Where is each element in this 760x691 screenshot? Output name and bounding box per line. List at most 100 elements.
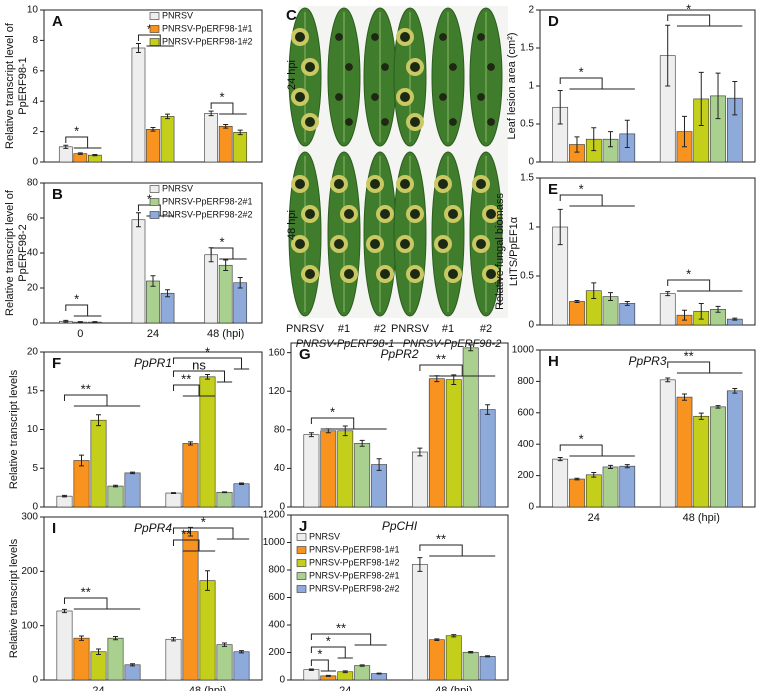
error-bar bbox=[113, 636, 119, 641]
significance-bracket bbox=[210, 247, 247, 260]
plot-frame bbox=[539, 349, 756, 508]
error-bar bbox=[468, 344, 474, 352]
error-bar bbox=[557, 457, 563, 462]
significance-label: * bbox=[220, 89, 225, 104]
bar bbox=[73, 460, 90, 508]
bar bbox=[569, 301, 585, 326]
lesion bbox=[305, 209, 315, 219]
error-bar bbox=[61, 494, 67, 498]
y-axis-label: PpERF98-1 bbox=[17, 57, 29, 114]
error-bar bbox=[61, 608, 67, 614]
significance-label: ** bbox=[684, 348, 694, 363]
y-tick-label: 0 bbox=[32, 675, 38, 686]
error-bar bbox=[359, 664, 365, 667]
lesion bbox=[295, 32, 305, 42]
bar bbox=[659, 379, 676, 508]
error-bar bbox=[665, 24, 671, 87]
bar bbox=[619, 303, 636, 326]
significance-bracket bbox=[559, 77, 635, 90]
y-tick-label: 20 bbox=[27, 347, 39, 358]
lesion bbox=[438, 239, 448, 249]
error-bar bbox=[63, 319, 69, 323]
error-bar bbox=[170, 637, 176, 642]
y-tick-label: 160 bbox=[268, 347, 285, 358]
bar bbox=[131, 47, 146, 163]
error-bar bbox=[608, 464, 614, 470]
bar bbox=[676, 396, 693, 508]
error-bar bbox=[205, 570, 210, 591]
error-bar bbox=[608, 292, 614, 301]
y-tick-label: 40 bbox=[274, 463, 286, 474]
bar bbox=[619, 465, 636, 508]
legend-swatch bbox=[149, 211, 160, 219]
y-tick-label: 0 bbox=[32, 157, 38, 168]
bar bbox=[146, 280, 160, 324]
significance-label: * bbox=[330, 404, 335, 419]
bar bbox=[693, 415, 710, 508]
chart-title: PpPR1 bbox=[134, 356, 172, 370]
significance-label: ** bbox=[436, 351, 446, 366]
x-tick-label: 48 (hpi) bbox=[207, 328, 244, 340]
significance-label: ns bbox=[192, 357, 206, 372]
panel-label: I bbox=[52, 520, 56, 537]
row-label: 48 hpi bbox=[286, 210, 298, 240]
y-axis-label: PpERF98-2 bbox=[17, 224, 29, 281]
lesion bbox=[449, 63, 457, 71]
panel-label: G bbox=[299, 346, 311, 363]
error-bar bbox=[557, 208, 563, 246]
bar bbox=[218, 264, 233, 324]
error-bar bbox=[681, 115, 687, 148]
error-bar bbox=[113, 484, 119, 488]
y-tick-label: 120 bbox=[268, 386, 285, 397]
bar bbox=[146, 129, 160, 163]
bar bbox=[233, 282, 248, 324]
significance-bracket bbox=[65, 136, 102, 149]
group-label: PNRSV-PpERF98-1 bbox=[296, 338, 395, 350]
error-bar bbox=[239, 482, 245, 486]
bar bbox=[445, 635, 462, 681]
bar bbox=[90, 419, 107, 508]
chart-title: PpPR3 bbox=[628, 354, 666, 368]
significance-label: * bbox=[201, 514, 206, 529]
lesion bbox=[381, 118, 389, 126]
error-bar bbox=[574, 136, 580, 153]
error-bar bbox=[150, 126, 156, 132]
error-bar bbox=[223, 123, 229, 129]
bar bbox=[479, 409, 496, 508]
y-tick-label: 600 bbox=[268, 592, 285, 603]
y-tick-label: 80 bbox=[274, 424, 286, 435]
error-bar bbox=[150, 275, 156, 287]
y-axis-label: Relative transcript level of bbox=[4, 189, 16, 316]
bar bbox=[303, 669, 320, 681]
error-bar bbox=[208, 110, 214, 117]
significance-bracket bbox=[172, 539, 216, 552]
significance-label: ** bbox=[81, 584, 91, 599]
error-bar bbox=[135, 42, 141, 54]
bar bbox=[107, 485, 124, 508]
x-tick-label: 24 bbox=[147, 328, 159, 340]
error-bar bbox=[239, 650, 245, 654]
significance-bracket bbox=[667, 279, 743, 292]
bar bbox=[303, 434, 320, 508]
x-tick-label: 0 bbox=[77, 328, 83, 340]
x-tick-label: 48 (hpi) bbox=[189, 685, 226, 691]
y-axis-label: Leaf lesion area (cm²) bbox=[506, 33, 518, 140]
bar bbox=[659, 293, 676, 326]
lesion bbox=[410, 209, 420, 219]
significance-label: ** bbox=[81, 381, 91, 396]
y-tick-label: 1 bbox=[528, 81, 534, 92]
bar bbox=[58, 146, 73, 163]
bar bbox=[354, 665, 371, 681]
bar bbox=[585, 474, 602, 508]
lesion bbox=[370, 239, 380, 249]
y-tick-label: 1200 bbox=[263, 510, 286, 521]
lesion bbox=[345, 63, 353, 71]
bar bbox=[124, 472, 141, 508]
significance-label: ** bbox=[336, 620, 346, 635]
legend-label: PNRSV-PpERF98-1#1 bbox=[162, 23, 253, 33]
significance-bracket bbox=[559, 194, 635, 207]
column-label: PNRSV bbox=[286, 323, 325, 335]
significance-bracket bbox=[65, 304, 102, 317]
bar bbox=[182, 531, 199, 681]
y-tick-label: 0 bbox=[279, 502, 285, 513]
